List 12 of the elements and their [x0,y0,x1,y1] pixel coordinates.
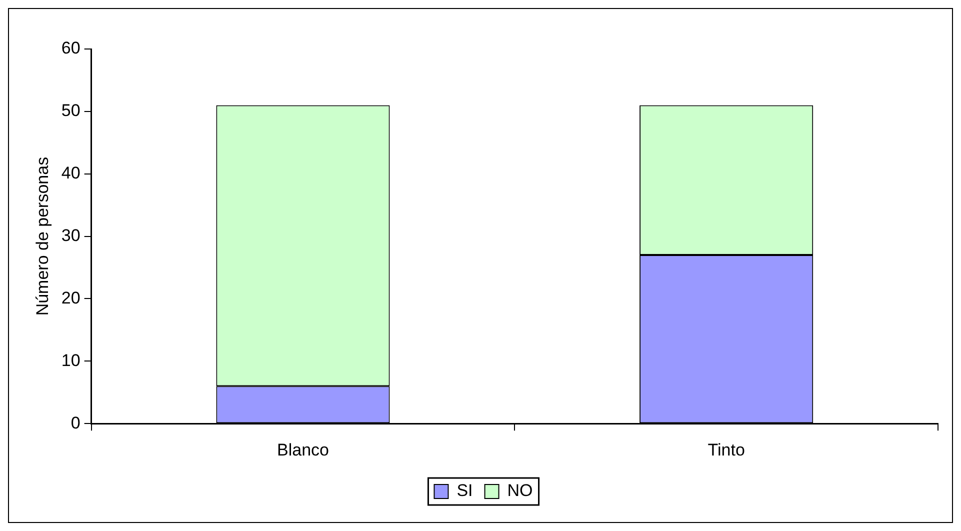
legend-label: SI [456,481,473,500]
y-tick-label: 30 [61,226,80,245]
y-tick-label: 20 [61,288,80,308]
x-tick-label: Blanco [276,440,329,460]
y-tick-label: 50 [61,101,80,120]
y-tick-label: 0 [70,413,80,432]
y-tick-label: 60 [61,38,80,58]
legend-label: NO [507,481,533,500]
y-tick-label: 10 [61,350,80,370]
y-axis-title: Número de personas [32,156,52,316]
y-tick-label: 40 [61,164,80,183]
x-tick-label: Tinto [708,440,745,460]
